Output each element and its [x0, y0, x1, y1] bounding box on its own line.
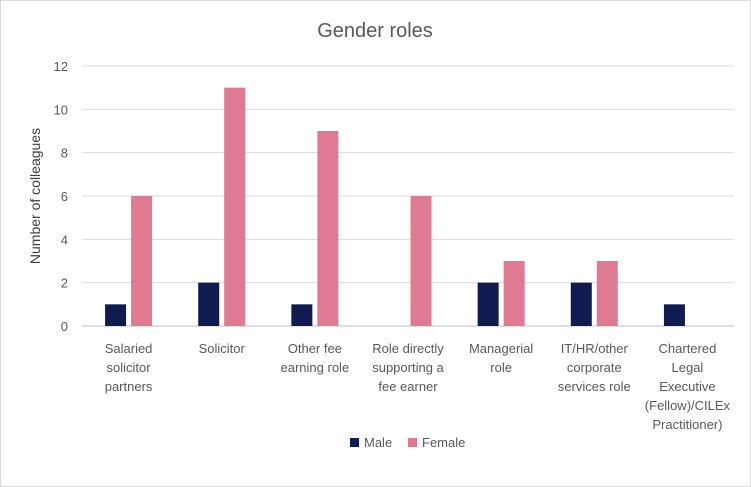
bar-female	[224, 87, 246, 327]
bars	[105, 87, 685, 327]
bar-male	[663, 304, 685, 326]
bar-female	[503, 261, 525, 326]
legend-label-male: Male	[364, 435, 392, 450]
x-category-label: Other fee earning role	[281, 341, 350, 375]
y-tick-labels: 0 2 4 6 8 10 12	[54, 59, 68, 334]
y-tick-label: 0	[61, 319, 68, 334]
legend-label-female: Female	[422, 435, 465, 450]
x-category-label: Managerial role	[469, 341, 533, 375]
bar-female	[596, 261, 618, 326]
y-tick-label: 8	[61, 146, 68, 161]
y-tick-label: 4	[61, 232, 68, 247]
x-category-label: Salaried solicitor partners	[105, 341, 153, 394]
bar-female	[410, 196, 432, 326]
y-tick-label: 10	[54, 102, 68, 117]
bar-male	[105, 304, 127, 326]
x-category-label: Solicitor	[199, 341, 246, 356]
legend-swatch-female	[408, 438, 417, 447]
bar-male	[198, 282, 220, 326]
bar-male	[570, 282, 592, 326]
legend: Male Female	[350, 435, 465, 450]
bar-male	[291, 304, 313, 326]
bar-female	[131, 196, 153, 326]
legend-swatch-male	[350, 438, 359, 447]
x-category-label: Chartered Legal Executive (Fellow)/CILEx Pra…	[645, 341, 731, 432]
bar-male	[477, 282, 499, 326]
bar-female	[317, 131, 339, 326]
x-category-label: Role directly supporting a fee earner	[372, 341, 444, 394]
x-category-labels: Salaried solicitor partners Solicitor Other …	[105, 341, 731, 432]
y-tick-label: 12	[54, 59, 68, 74]
chart-title: Gender roles	[317, 20, 433, 42]
y-tick-label: 6	[61, 189, 68, 204]
x-category-label: IT/HR/other corporate services role	[558, 341, 631, 394]
gridlines	[82, 65, 734, 327]
y-tick-label: 2	[61, 276, 68, 291]
y-axis-label: Number of colleagues	[27, 128, 43, 264]
